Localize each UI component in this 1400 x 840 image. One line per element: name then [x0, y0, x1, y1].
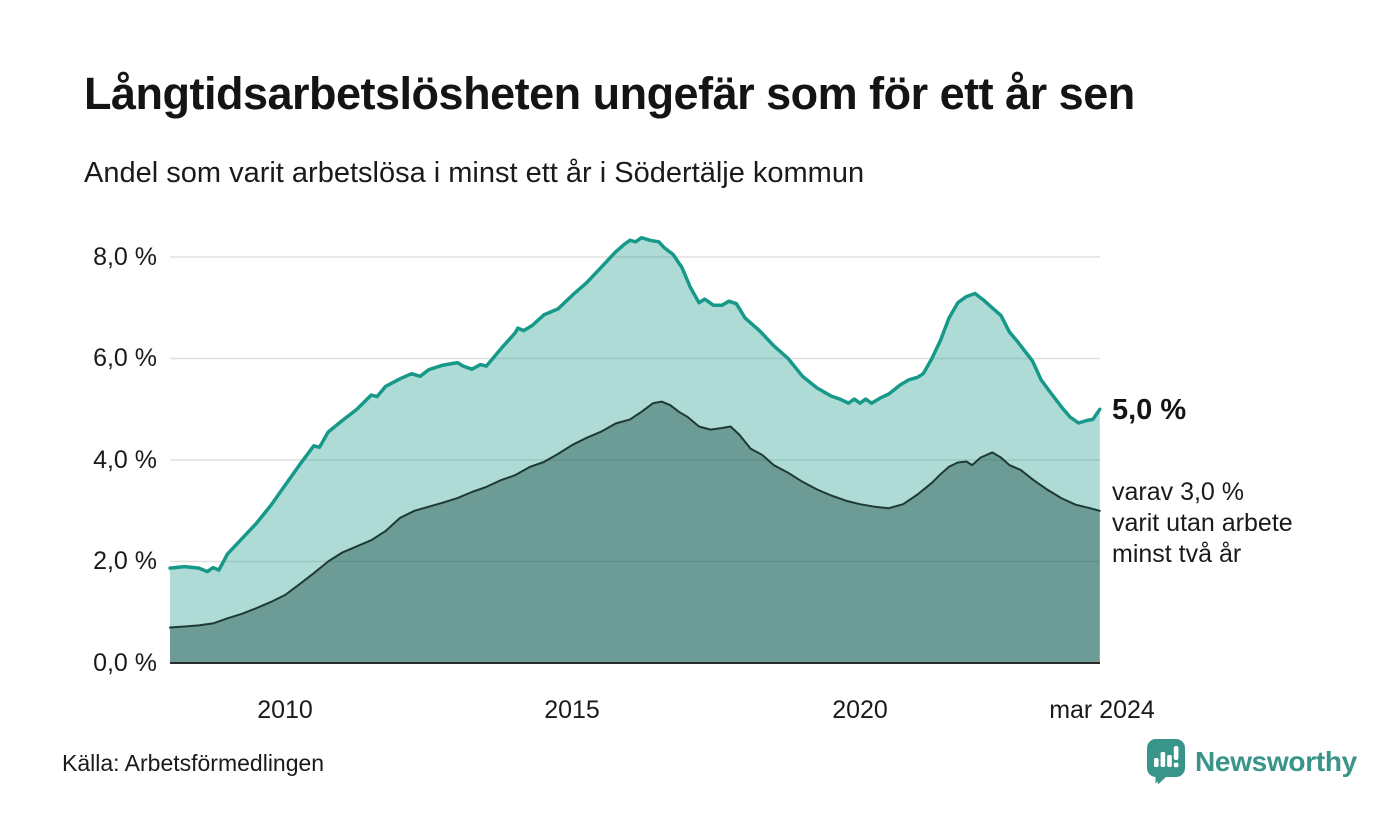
series-end-label-total: 5,0 %	[1112, 394, 1187, 426]
source-attribution: Källa: Arbetsförmedlingen	[62, 750, 325, 776]
x-axis-tick-mar-2024: mar 2024	[1049, 696, 1155, 724]
y-axis-tick-6: 6,0 %	[93, 344, 157, 372]
x-axis-tick-2015: 2015	[544, 696, 600, 724]
page-subtitle: Andel som varit arbetslösa i minst ett å…	[84, 157, 865, 189]
x-axis-tick-2020: 2020	[832, 696, 888, 724]
x-axis-tick-2010: 2010	[257, 696, 313, 724]
y-axis-tick-0: 0,0 %	[93, 649, 157, 677]
series-end-label-subset: varav 3,0 % varit utan arbete minst två …	[1112, 478, 1293, 568]
page-title: Långtidsarbetslösheten ungefär som för e…	[84, 68, 1135, 119]
newsworthy-logo-text: Newsworthy	[1195, 745, 1357, 777]
y-axis-tick-2: 2,0 %	[93, 547, 157, 575]
newsworthy-logo: Newsworthy	[1146, 738, 1357, 785]
newsworthy-logo-icon	[1147, 739, 1185, 785]
y-axis-tick-4: 4,0 %	[93, 446, 157, 474]
y-axis-tick-8: 8,0 %	[93, 243, 157, 271]
